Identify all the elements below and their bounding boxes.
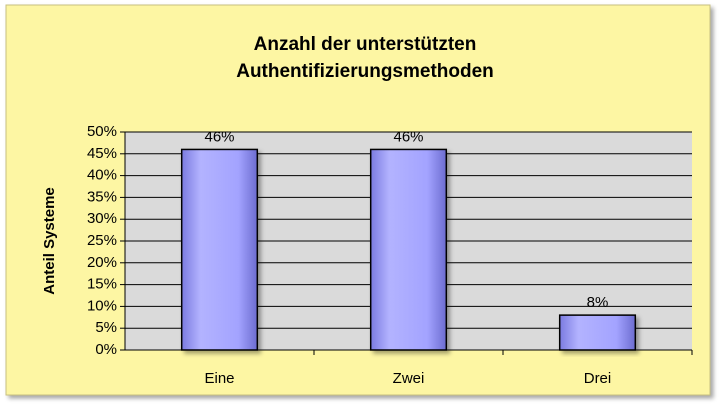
bar <box>180 148 259 351</box>
y-tick-label: 30% <box>87 210 117 227</box>
y-tick-label: 10% <box>87 297 117 314</box>
y-tick-label: 40% <box>87 167 117 184</box>
y-tick-label: 45% <box>87 145 117 162</box>
x-tick-label: Drei <box>584 370 612 387</box>
y-tick-label: 25% <box>87 232 117 249</box>
y-tick-label: 0% <box>95 341 117 358</box>
y-tick-label: 50% <box>87 123 117 140</box>
data-label: 46% <box>204 128 234 145</box>
y-axis-title: Anteil Systeme <box>41 187 58 295</box>
y-tick-label: 15% <box>87 276 117 293</box>
y-tick-label: 35% <box>87 188 117 205</box>
y-tick-label: 5% <box>95 319 117 336</box>
data-label: 8% <box>587 294 609 311</box>
data-label: 46% <box>393 128 423 145</box>
bar <box>369 148 448 351</box>
y-tick-label: 20% <box>87 254 117 271</box>
x-tick-label: Eine <box>204 370 234 387</box>
chart-title: Anzahl der unterstützten <box>254 34 477 55</box>
bar <box>558 314 637 351</box>
x-tick-label: Zwei <box>393 370 425 387</box>
chart-title: Authentifizierungsmethoden <box>236 61 494 82</box>
